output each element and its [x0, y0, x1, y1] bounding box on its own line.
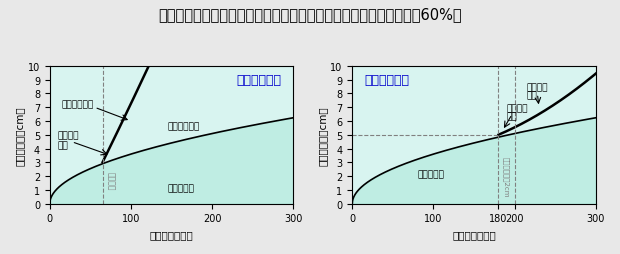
Text: 内断熱の場合: 内断熱の場合: [236, 73, 281, 86]
Text: 外断熱の場合: 外断熱の場合: [365, 73, 409, 86]
Text: 中性化曲線: 中性化曲線: [167, 184, 194, 193]
Y-axis label: 中性化深さ（cm）: 中性化深さ（cm）: [15, 106, 25, 165]
Text: 開始: 開始: [507, 112, 517, 121]
Text: 外壁コンクリートの中性化の進行と鉄筋腐食の概念（水セメント比60%）: 外壁コンクリートの中性化の進行と鉄筋腐食の概念（水セメント比60%）: [158, 8, 462, 23]
Text: かぶり厚さ＋2cm: かぶり厚さ＋2cm: [502, 157, 509, 197]
X-axis label: 経過年数（年）: 経過年数（年）: [452, 229, 496, 239]
Y-axis label: 中性化深さ（cm）: 中性化深さ（cm）: [317, 106, 327, 165]
Text: 鉄筋腐食: 鉄筋腐食: [58, 131, 79, 140]
X-axis label: 経過年数（年）: 経過年数（年）: [149, 229, 193, 239]
Text: 鉄筋腐食曲線: 鉄筋腐食曲線: [167, 121, 200, 130]
Text: 曲線: 曲線: [527, 91, 538, 100]
Text: 中性化曲線: 中性化曲線: [417, 169, 444, 179]
Text: 開始: 開始: [58, 141, 69, 150]
Text: ひび割れ発生: ひび割れ発生: [62, 100, 94, 108]
Text: 鉄筋腐食: 鉄筋腐食: [507, 104, 528, 113]
Text: 鉄筋腐食: 鉄筋腐食: [527, 83, 548, 92]
Text: かぶり厚: かぶり厚: [107, 172, 115, 190]
